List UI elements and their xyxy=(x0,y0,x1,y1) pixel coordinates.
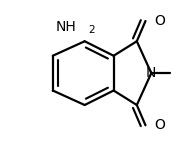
Text: N: N xyxy=(146,66,156,80)
Text: O: O xyxy=(154,118,165,132)
Text: NH: NH xyxy=(55,20,76,34)
Text: O: O xyxy=(154,14,165,28)
Text: 2: 2 xyxy=(88,25,95,35)
